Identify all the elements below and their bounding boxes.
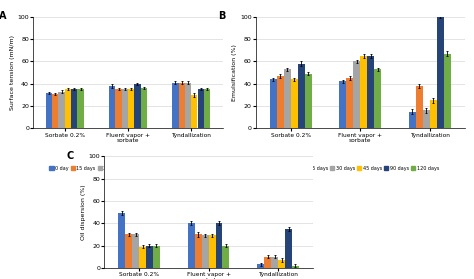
Bar [141,88,147,128]
Legend: 0 day, 15 days, 30 days, 45 days, 90 days, 120 days: 0 day, 15 days, 30 days, 45 days, 90 day… [280,164,441,173]
Text: B: B [219,11,226,21]
Bar [374,69,381,128]
Bar [185,83,191,128]
Bar [179,83,185,128]
Bar [360,56,367,128]
Y-axis label: Emulsification (%): Emulsification (%) [232,44,237,101]
Bar [115,89,122,128]
Bar [298,64,305,128]
Bar [52,94,58,128]
Bar [71,89,77,128]
Bar [222,246,229,268]
Bar [122,89,128,128]
Bar [353,61,360,128]
Bar [305,74,311,128]
Bar [409,112,416,128]
Bar [65,89,71,128]
Legend: 0 day, 15 days, 30 days, 45 days, 90 days, 120 days: 0 day, 15 days, 30 days, 45 days, 90 day… [47,164,209,173]
Bar [444,54,451,128]
Bar [128,89,134,128]
Bar [146,246,153,268]
Bar [284,69,291,128]
Bar [58,92,65,128]
Bar [346,78,353,128]
Bar [198,89,204,128]
Bar [270,79,277,128]
Bar [204,89,210,128]
Bar [416,86,423,128]
Bar [191,95,198,128]
Bar [153,246,160,268]
Bar [291,79,298,128]
Bar [277,76,284,128]
Bar [437,17,444,128]
Bar [271,257,278,268]
Y-axis label: Surface tension (mN/m): Surface tension (mN/m) [9,35,15,110]
Bar [209,235,216,268]
Bar [195,234,201,268]
Bar [339,81,346,128]
Bar [285,229,292,268]
Bar [109,86,115,128]
Bar [77,89,84,128]
Bar [257,264,264,268]
Text: A: A [0,11,7,21]
Bar [188,223,195,268]
Bar [139,247,146,268]
Bar [172,83,179,128]
Bar [46,93,52,128]
Y-axis label: Oil dispersion (%): Oil dispersion (%) [81,184,86,240]
Bar [367,56,374,128]
Bar [278,260,285,268]
Bar [132,234,139,268]
Bar [430,100,437,128]
Bar [264,257,271,268]
Bar [125,234,132,268]
Bar [201,235,209,268]
Bar [216,223,222,268]
Bar [423,110,430,128]
Bar [118,213,125,268]
Bar [292,266,299,268]
Text: C: C [67,151,74,161]
Bar [134,84,141,128]
